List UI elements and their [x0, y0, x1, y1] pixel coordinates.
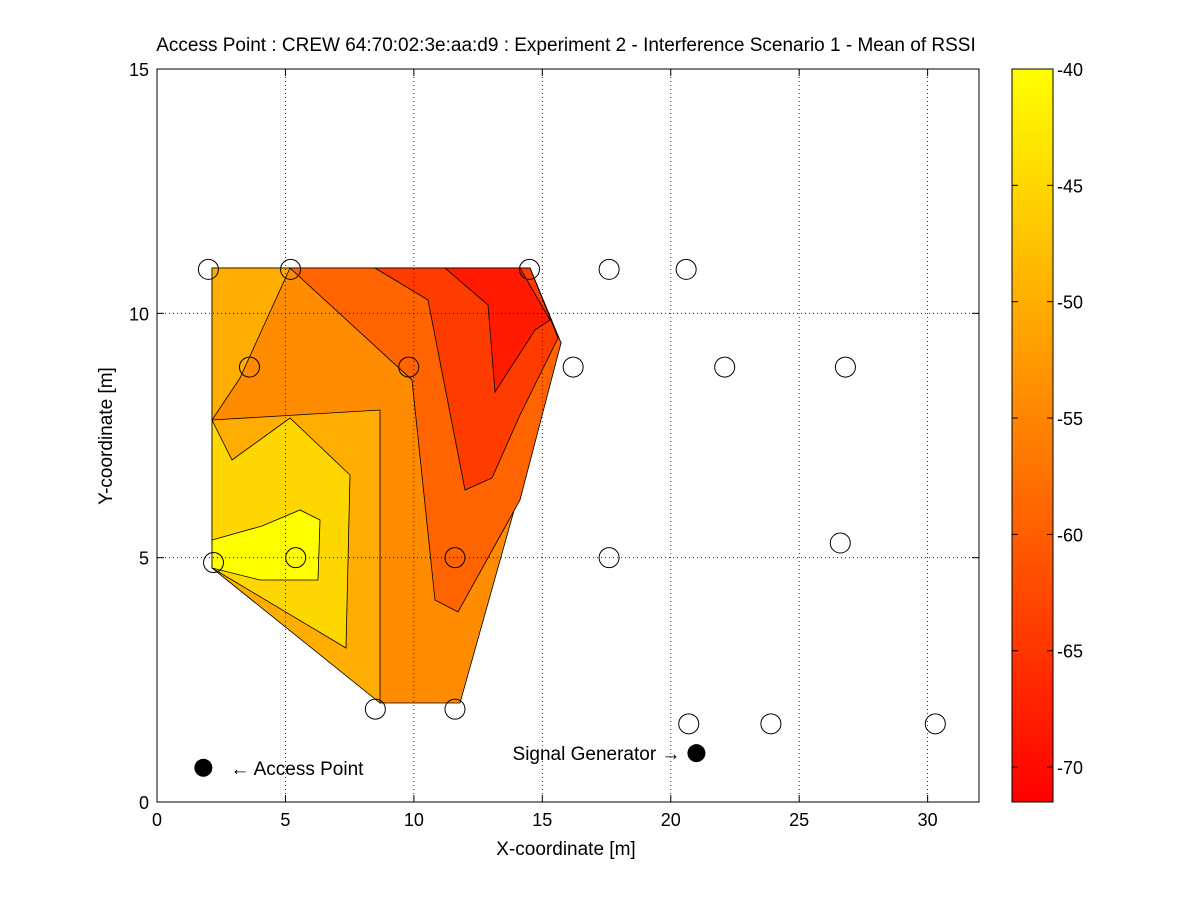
x-tick-label: 10 — [404, 810, 424, 830]
x-tick-label: 20 — [661, 810, 681, 830]
access-point-marker — [194, 758, 213, 777]
measurement-point — [829, 532, 851, 554]
y-axis: 0 5 10 15 — [129, 60, 979, 813]
measurement-point — [285, 547, 307, 569]
measurement-point — [678, 713, 700, 735]
colorbar-tick-label: -45 — [1057, 176, 1083, 196]
x-tick-label: 25 — [789, 810, 809, 830]
measurement-point — [280, 258, 302, 280]
measurement-point — [675, 258, 697, 280]
x-axis-label: X-coordinate [m] — [496, 839, 635, 860]
measurement-points — [197, 258, 946, 735]
measurement-point — [197, 258, 219, 280]
measurement-point — [598, 258, 620, 280]
colorbar-tick-label: -65 — [1057, 642, 1083, 662]
measurement-point — [203, 552, 225, 574]
colorbar-tick-label: -55 — [1057, 409, 1083, 429]
colorbar-tick-label: -40 — [1057, 60, 1083, 80]
measurement-point — [562, 356, 584, 378]
x-tick-label: 30 — [918, 810, 938, 830]
y-tick-label: 10 — [129, 304, 149, 324]
measurement-point — [598, 547, 620, 569]
measurement-point — [444, 547, 466, 569]
y-tick-label: 5 — [139, 549, 149, 569]
colorbar-tick-label: -60 — [1057, 525, 1083, 545]
measurement-point — [238, 356, 260, 378]
measurement-point — [518, 258, 540, 280]
signal-generator-marker — [687, 744, 706, 763]
x-tick-label: 15 — [532, 810, 552, 830]
measurement-point — [398, 356, 420, 378]
colorbar-tick-label: -50 — [1057, 293, 1083, 313]
axes-frame — [156, 68, 980, 803]
measurement-point — [924, 713, 946, 735]
contour-level-3 — [211, 267, 291, 422]
y-tick-label: 0 — [139, 793, 149, 813]
measurement-point — [444, 698, 466, 720]
grid-lines — [157, 69, 979, 802]
chart-title: Access Point : CREW 64:70:02:3e:aa:d9 : … — [156, 35, 976, 56]
contour-fill — [211, 267, 562, 704]
measurement-point — [714, 356, 736, 378]
x-axis: 0 5 10 15 20 25 30 — [152, 69, 938, 830]
colorbar-tick-label: -70 — [1057, 758, 1083, 778]
x-tick-label: 0 — [152, 810, 162, 830]
access-point-label: ← Access Point — [230, 759, 364, 780]
y-axis-label: Y-coordinate [m] — [96, 367, 117, 505]
measurement-point — [834, 356, 856, 378]
y-tick-label: 15 — [129, 60, 149, 80]
signal-generator-label: Signal Generator → — [513, 744, 681, 765]
colorbar — [1011, 68, 1054, 803]
colorbar-ticks: -40 -45 -50 -55 -60 -65 -70 — [1012, 60, 1083, 778]
x-tick-label: 5 — [280, 810, 290, 830]
measurement-point — [364, 698, 386, 720]
measurement-point — [760, 713, 782, 735]
